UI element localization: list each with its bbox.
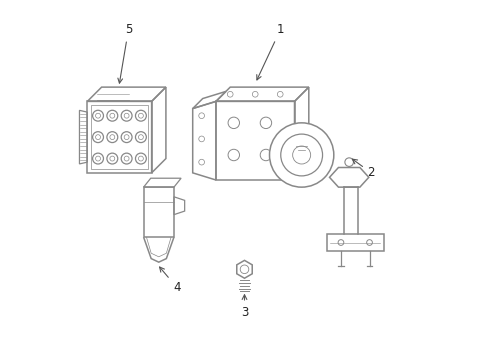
Text: 3: 3 [240,295,248,319]
Circle shape [269,123,333,187]
Text: 5: 5 [118,23,132,83]
Text: 4: 4 [159,267,180,294]
Text: 1: 1 [256,23,284,80]
Text: 2: 2 [352,159,374,179]
